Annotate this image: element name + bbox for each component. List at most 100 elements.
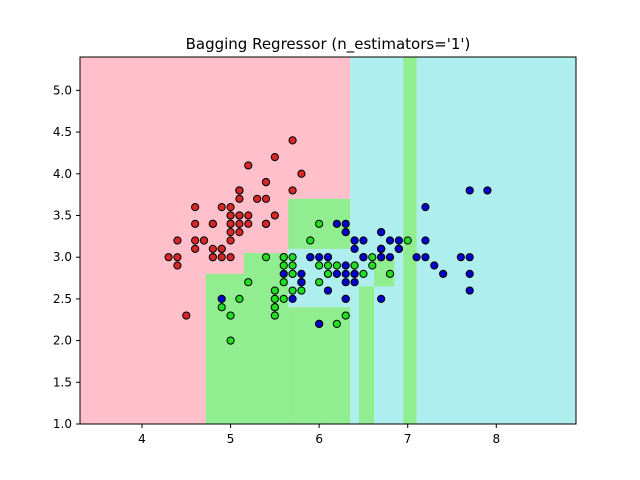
data-point-class-2 bbox=[421, 236, 430, 245]
data-point-class-1 bbox=[288, 261, 297, 270]
data-point-class-2 bbox=[394, 244, 403, 253]
data-point-class-2 bbox=[341, 261, 350, 270]
y-axis: 1.0 1.5 2.0 2.5 3.0 3.5 4.0 4.5 5.0 bbox=[53, 83, 80, 431]
data-point-class-0 bbox=[270, 152, 279, 162]
data-point-class-0 bbox=[226, 203, 235, 212]
data-point-class-1 bbox=[323, 261, 333, 270]
data-point-class-1 bbox=[306, 236, 315, 245]
data-point-class-1 bbox=[270, 294, 279, 303]
y-tick-label: 1.0 bbox=[53, 417, 72, 431]
x-tick-label: 4 bbox=[138, 432, 146, 446]
data-point-class-1 bbox=[368, 261, 377, 270]
data-point-class-2 bbox=[217, 294, 226, 303]
decision-region-class-1 bbox=[374, 257, 395, 287]
decision-region-class-1 bbox=[359, 286, 375, 424]
data-point-class-0 bbox=[297, 169, 306, 178]
data-point-class-0 bbox=[226, 211, 235, 220]
data-point-class-2 bbox=[341, 278, 350, 287]
data-point-class-0 bbox=[182, 311, 191, 320]
data-point-class-1 bbox=[385, 269, 395, 278]
data-point-class-2 bbox=[341, 219, 350, 228]
data-point-class-2 bbox=[341, 269, 350, 278]
data-point-class-1 bbox=[279, 294, 288, 303]
data-point-class-1 bbox=[332, 319, 341, 329]
data-point-class-1 bbox=[279, 278, 288, 287]
y-tick-label: 1.5 bbox=[53, 375, 72, 389]
data-point-class-0 bbox=[288, 136, 297, 145]
data-point-class-0 bbox=[173, 236, 182, 245]
data-point-class-2 bbox=[377, 253, 386, 262]
data-point-class-1 bbox=[279, 261, 288, 270]
data-point-class-2 bbox=[430, 261, 439, 270]
data-point-class-0 bbox=[235, 219, 244, 228]
decision-region-class-2 bbox=[350, 57, 576, 424]
y-tick-label: 5.0 bbox=[53, 83, 72, 97]
data-point-class-0 bbox=[208, 244, 217, 253]
data-point-class-0 bbox=[244, 219, 253, 228]
data-point-class-0 bbox=[235, 211, 244, 220]
data-point-class-2 bbox=[350, 236, 359, 245]
data-point-class-0 bbox=[261, 219, 271, 228]
data-point-class-2 bbox=[394, 236, 403, 245]
data-point-class-2 bbox=[359, 236, 368, 245]
data-point-class-0 bbox=[244, 211, 253, 220]
decision-regions bbox=[80, 57, 576, 424]
data-point-class-1 bbox=[297, 286, 306, 295]
data-point-class-2 bbox=[315, 253, 324, 262]
data-point-class-1 bbox=[323, 269, 333, 278]
data-point-class-0 bbox=[217, 253, 226, 262]
data-point-class-2 bbox=[306, 253, 315, 262]
x-tick-label: 5 bbox=[227, 432, 235, 446]
data-point-class-0 bbox=[191, 219, 200, 228]
data-point-class-2 bbox=[377, 294, 386, 303]
data-point-class-1 bbox=[261, 253, 271, 262]
data-point-class-0 bbox=[226, 228, 235, 237]
data-point-class-0 bbox=[208, 253, 217, 262]
data-point-class-0 bbox=[191, 236, 200, 245]
data-point-class-0 bbox=[253, 194, 262, 203]
data-point-class-0 bbox=[226, 219, 235, 228]
data-point-class-0 bbox=[235, 228, 244, 237]
data-point-class-1 bbox=[368, 253, 377, 262]
data-point-class-1 bbox=[359, 269, 368, 278]
data-point-class-2 bbox=[332, 269, 341, 278]
data-point-class-1 bbox=[288, 269, 297, 278]
data-point-class-1 bbox=[315, 278, 324, 287]
data-point-class-2 bbox=[377, 244, 386, 253]
data-point-class-1 bbox=[403, 236, 412, 245]
data-point-class-2 bbox=[297, 269, 306, 278]
plot-frame bbox=[79, 56, 577, 425]
data-point-class-1 bbox=[315, 261, 324, 270]
data-point-class-0 bbox=[261, 194, 271, 203]
data-point-class-2 bbox=[439, 269, 448, 278]
data-point-class-1 bbox=[288, 253, 297, 262]
data-point-class-2 bbox=[315, 319, 324, 329]
data-point-class-2 bbox=[465, 286, 474, 295]
data-point-class-0 bbox=[235, 186, 244, 195]
data-point-class-1 bbox=[288, 286, 297, 295]
data-point-class-1 bbox=[270, 303, 279, 312]
data-point-class-2 bbox=[288, 294, 297, 303]
y-tick-label: 3.0 bbox=[53, 250, 72, 264]
x-tick-label: 7 bbox=[404, 432, 412, 446]
data-point-class-2 bbox=[279, 269, 288, 278]
scatter-points bbox=[164, 136, 492, 345]
y-tick-label: 4.0 bbox=[53, 167, 72, 181]
data-point-class-0 bbox=[173, 261, 182, 270]
data-point-class-2 bbox=[421, 253, 430, 262]
data-point-class-2 bbox=[456, 253, 465, 262]
data-point-class-2 bbox=[359, 253, 368, 262]
data-point-class-1 bbox=[217, 303, 226, 312]
data-point-class-1 bbox=[350, 261, 359, 270]
data-point-class-2 bbox=[412, 253, 421, 262]
data-point-class-0 bbox=[208, 219, 217, 228]
data-point-class-2 bbox=[297, 278, 306, 287]
data-point-class-2 bbox=[377, 228, 386, 237]
data-point-class-2 bbox=[421, 203, 430, 212]
y-tick-label: 2.0 bbox=[53, 334, 72, 348]
data-point-class-0 bbox=[164, 253, 173, 262]
data-point-class-0 bbox=[191, 203, 200, 212]
data-point-class-0 bbox=[226, 253, 235, 262]
x-tick-label: 8 bbox=[492, 432, 500, 446]
